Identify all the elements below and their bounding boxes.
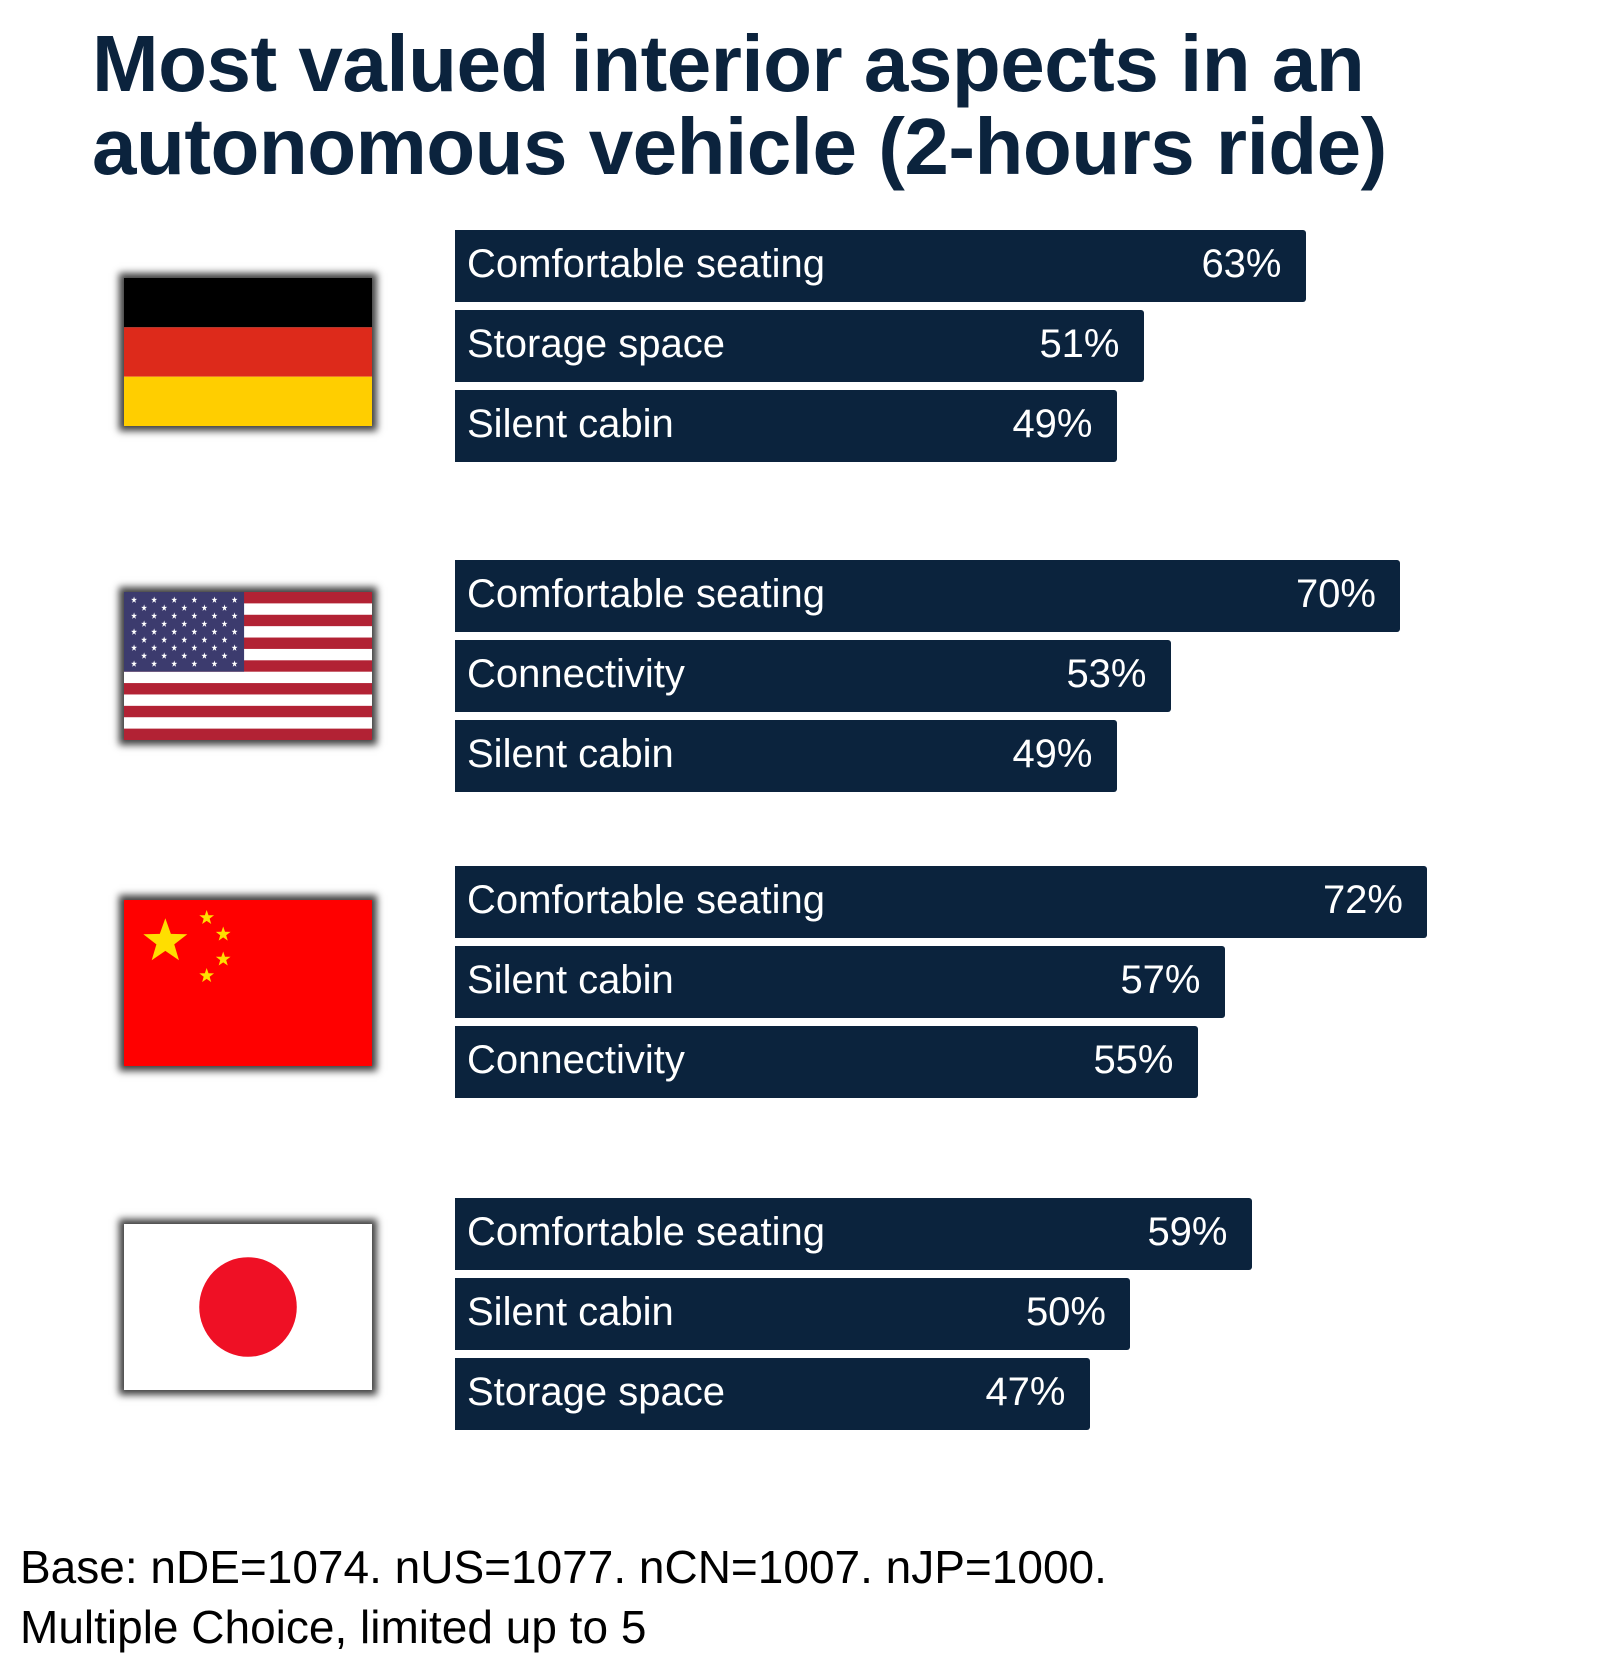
bar-value-label: 57% (1120, 958, 1201, 1002)
bar-label: Storage space (467, 322, 725, 366)
bar-label: Connectivity (467, 652, 685, 696)
bar: Silent cabin 50% (455, 1278, 1130, 1350)
germany-flag-icon (124, 278, 372, 426)
bar-label: Silent cabin (467, 1290, 674, 1334)
bar-label: Silent cabin (467, 958, 674, 1002)
bar-label: Comfortable seating (467, 242, 825, 286)
bar-value-label: 49% (1012, 402, 1093, 446)
bar-value-label: 72% (1322, 878, 1403, 922)
bar-label: Comfortable seating (467, 1210, 825, 1254)
bar-value-label: 70% (1295, 572, 1376, 616)
bar-label: Comfortable seating (467, 878, 825, 922)
bar-label: Silent cabin (467, 402, 674, 446)
footnote-question-type: Multiple Choice, limited up to 5 (20, 1601, 647, 1653)
chart-title: Most valued interior aspects in an auton… (92, 19, 1387, 191)
bar-label: Silent cabin (467, 732, 674, 776)
bar: Storage space 47% (455, 1358, 1090, 1430)
bar: Silent cabin 49% (455, 720, 1117, 792)
bar: Comfortable seating 72% (455, 866, 1427, 938)
bar: Silent cabin 57% (455, 946, 1225, 1018)
usa-flag-icon (124, 592, 372, 740)
bar: Connectivity 53% (455, 640, 1171, 712)
bar: Connectivity 55% (455, 1026, 1198, 1098)
bar-label: Connectivity (467, 1038, 685, 1082)
footnote: Base: nDE=1074. nUS=1077. nCN=1007. nJP=… (20, 1537, 1107, 1657)
bar: Storage space 51% (455, 310, 1144, 382)
japan-flag-icon (124, 1224, 372, 1390)
bar-value-label: 49% (1012, 732, 1093, 776)
footnote-base-sizes: Base: nDE=1074. nUS=1077. nCN=1007. nJP=… (20, 1541, 1107, 1593)
bar-value-label: 55% (1093, 1038, 1174, 1082)
bar-value-label: 59% (1147, 1210, 1228, 1254)
bar-label: Storage space (467, 1370, 725, 1414)
china-flag-icon (124, 900, 372, 1066)
bar-label: Comfortable seating (467, 572, 825, 616)
bar-value-label: 53% (1066, 652, 1147, 696)
bar-value-label: 63% (1201, 242, 1282, 286)
bar: Comfortable seating 63% (455, 230, 1306, 302)
bar: Comfortable seating 70% (455, 560, 1400, 632)
bar-value-label: 50% (1025, 1290, 1106, 1334)
bar-value-label: 47% (985, 1370, 1066, 1414)
bar: Comfortable seating 59% (455, 1198, 1252, 1270)
bar: Silent cabin 49% (455, 390, 1117, 462)
bar-value-label: 51% (1039, 322, 1120, 366)
